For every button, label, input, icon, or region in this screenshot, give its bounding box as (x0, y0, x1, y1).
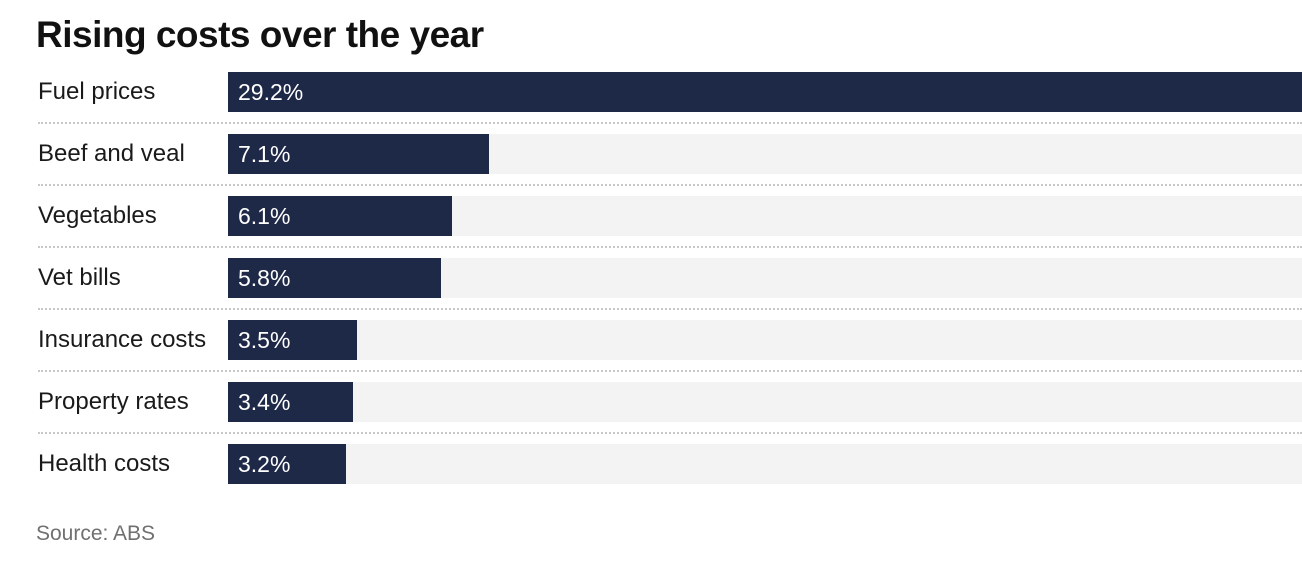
category-label: Fuel prices (38, 78, 156, 105)
bar-row: Health costs 3.2% (0, 444, 1302, 506)
bar-track: 6.1% (228, 196, 1302, 236)
source-note: Source: ABS (36, 522, 156, 545)
category-label: Vegetables (38, 202, 157, 229)
row-divider (38, 184, 1302, 186)
bar-track: 29.2% (228, 72, 1302, 112)
category-label: Beef and veal (38, 140, 185, 167)
bar-chart: Fuel prices 29.2% Beef and veal 7.1% Vegetab… (0, 72, 1302, 484)
bar-track: 3.4% (228, 382, 1302, 422)
bar (228, 196, 452, 236)
category-label: Property rates (38, 388, 189, 415)
row-divider (38, 370, 1302, 372)
bar (228, 72, 1302, 112)
row-divider (38, 432, 1302, 434)
bar-row: Fuel prices 29.2% (0, 72, 1302, 134)
bar (228, 134, 489, 174)
category-label: Health costs (38, 450, 171, 477)
bar (228, 258, 441, 298)
bar (228, 444, 346, 484)
bar-track: 3.5% (228, 320, 1302, 360)
bar-value-label: 29.2% (238, 79, 304, 105)
bar-row: Beef and veal 7.1% (0, 134, 1302, 196)
bar-value-label: 3.5% (238, 327, 291, 353)
bar-row: Vet bills 5.8% (0, 258, 1302, 320)
bar-value-label: 3.4% (238, 389, 291, 415)
category-label: Vet bills (38, 264, 121, 291)
row-divider (38, 122, 1302, 124)
row-divider (38, 308, 1302, 310)
bar (228, 320, 357, 360)
bar-track: 5.8% (228, 258, 1302, 298)
category-label: Insurance costs (38, 326, 207, 353)
row-divider (38, 246, 1302, 248)
bar-value-label: 6.1% (238, 203, 291, 229)
bar-row: Vegetables 6.1% (0, 196, 1302, 258)
bar-row: Insurance costs 3.5% (0, 320, 1302, 382)
bar-value-label: 5.8% (238, 265, 291, 291)
bar-track: 3.2% (228, 444, 1302, 484)
bar-value-label: 3.2% (238, 451, 291, 477)
bar (228, 382, 353, 422)
bar-value-label: 7.1% (238, 141, 291, 167)
bar-row: Property rates 3.4% (0, 382, 1302, 444)
bar-track: 7.1% (228, 134, 1302, 174)
chart-title: Rising costs over the year (36, 14, 484, 55)
